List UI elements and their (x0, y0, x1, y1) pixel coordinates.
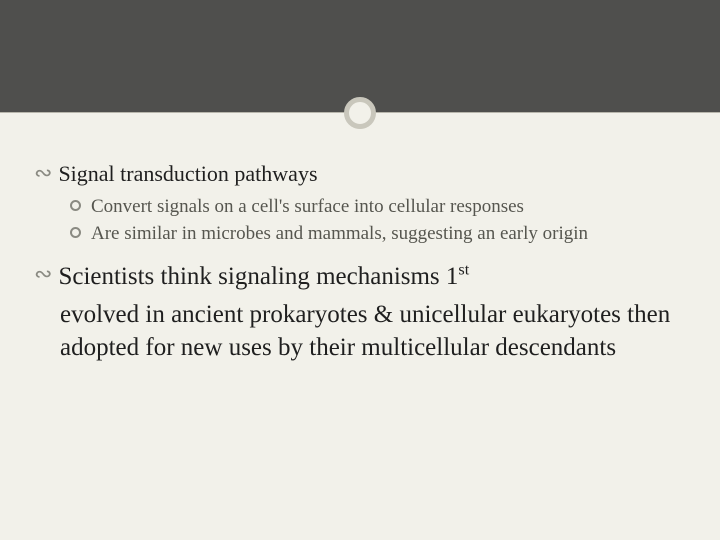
bullet-2-line1-a: Scientists think signaling mechanisms 1 (58, 263, 458, 290)
sub-bullet-1-text: Convert signals on a cell's surface into… (91, 194, 524, 220)
open-circle-icon (70, 200, 81, 211)
bullet-1-text: Signal transduction pathways (58, 160, 317, 188)
bullet-2-line2: evolved in ancient prokaryotes & unicell… (60, 301, 670, 361)
open-circle-icon (70, 227, 81, 238)
tilde-bullet-icon: ∾ (34, 160, 52, 186)
sub-bullet-2-text: Are similar in microbes and mammals, sug… (91, 221, 588, 247)
bullet-2-text: Scientists think signaling mechanisms 1s… (58, 261, 469, 294)
bullet-2-sup: st (458, 260, 469, 278)
sub-bullet-item: Convert signals on a cell's surface into… (70, 194, 686, 220)
slide-content: ∾ Signal transduction pathways Convert s… (0, 112, 720, 364)
header-band (0, 0, 720, 112)
bullet-2-continuation: evolved in ancient prokaryotes & unicell… (60, 299, 686, 364)
sub-list-1: Convert signals on a cell's surface into… (70, 194, 686, 247)
tilde-bullet-icon: ∾ (34, 261, 52, 287)
sub-bullet-item: Are similar in microbes and mammals, sug… (70, 221, 686, 247)
circle-marker (344, 97, 376, 129)
bullet-item-1: ∾ Signal transduction pathways (34, 160, 686, 188)
bullet-item-2: ∾ Scientists think signaling mechanisms … (34, 261, 686, 294)
